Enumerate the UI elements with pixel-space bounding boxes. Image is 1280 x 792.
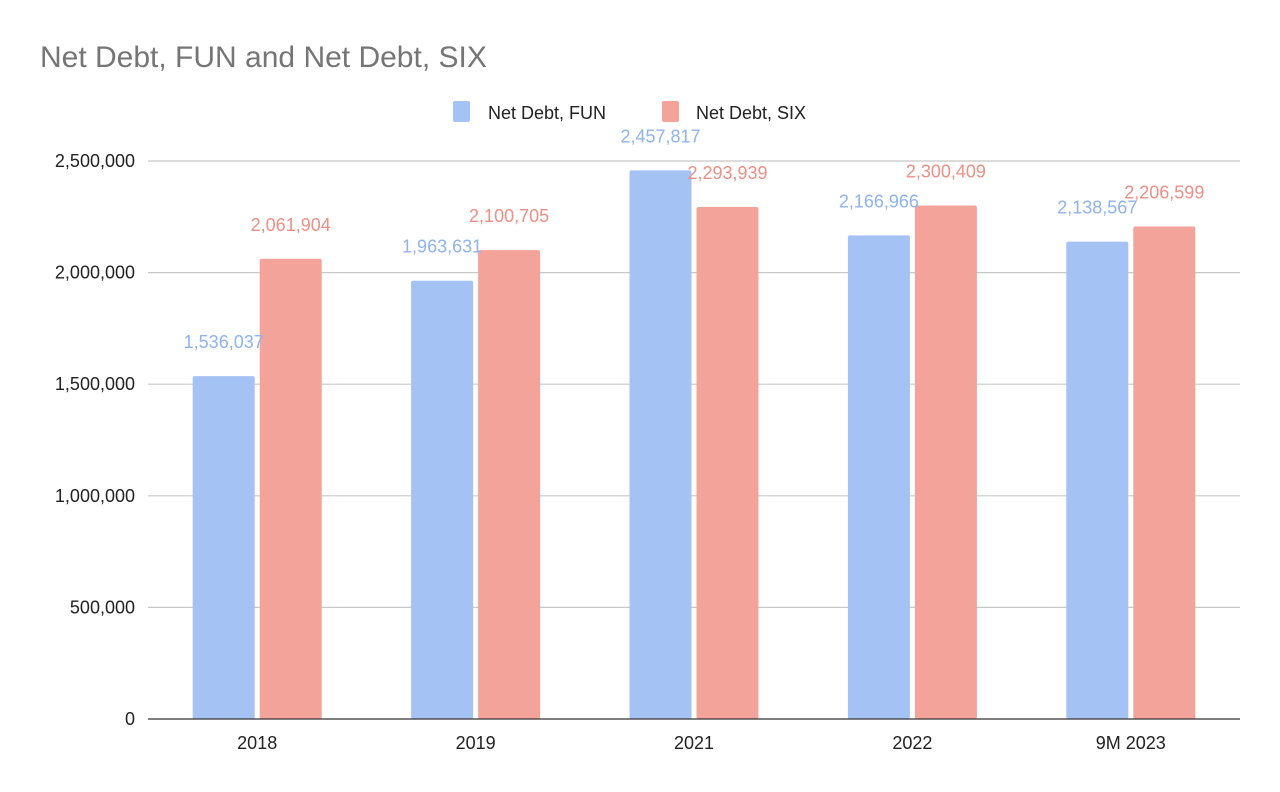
y-tick-label: 2,500,000 — [55, 151, 135, 171]
bar-fun — [411, 280, 474, 719]
bar-fun — [629, 170, 692, 719]
x-tick-label: 9M 2023 — [1096, 733, 1166, 753]
bar-fun — [192, 376, 255, 719]
data-label: 2,166,966 — [839, 191, 919, 211]
legend-label-fun: Net Debt, FUN — [488, 103, 606, 123]
x-tick-label: 2019 — [456, 733, 496, 753]
bar-fun — [1066, 241, 1129, 719]
data-labels: 1,536,037 2,061,904 1,963,631 2,100,705 2,45… — [184, 126, 1205, 352]
data-label: 1,536,037 — [184, 332, 264, 352]
legend-label-six: Net Debt, SIX — [696, 103, 806, 123]
data-label: 2,457,817 — [620, 126, 700, 146]
data-label: 2,293,939 — [687, 163, 767, 183]
data-label: 2,138,567 — [1057, 198, 1137, 218]
bar-six — [259, 258, 322, 719]
data-label: 2,061,904 — [251, 215, 331, 235]
data-label: 2,206,599 — [1124, 182, 1204, 202]
x-tick-label: 2018 — [237, 733, 277, 753]
x-tick-label: 2022 — [892, 733, 932, 753]
x-tick-label: 2021 — [674, 733, 714, 753]
bars — [192, 170, 1196, 720]
bar-six — [914, 205, 977, 719]
bar-six — [478, 250, 541, 719]
legend: Net Debt, FUN Net Debt, SIX — [453, 101, 806, 123]
y-tick-label: 2,000,000 — [55, 263, 135, 283]
data-label: 2,100,705 — [469, 206, 549, 226]
axes: 0 500,000 1,000,000 1,500,000 2,000,000 2,500… — [55, 151, 1240, 753]
y-tick-label: 500,000 — [70, 597, 135, 617]
y-tick-label: 0 — [125, 709, 135, 729]
bar-six — [1133, 226, 1196, 719]
legend-swatch-six — [662, 101, 679, 122]
gridlines — [148, 160, 1240, 609]
chart-title: Net Debt, FUN and Net Debt, SIX — [40, 41, 487, 74]
data-label: 2,300,409 — [906, 162, 986, 182]
y-tick-label: 1,000,000 — [55, 486, 135, 506]
y-tick-label: 1,500,000 — [55, 374, 135, 394]
bar-fun — [847, 235, 910, 719]
bar-six — [696, 206, 759, 720]
legend-swatch-fun — [453, 101, 470, 122]
data-label: 1,963,631 — [402, 237, 482, 257]
